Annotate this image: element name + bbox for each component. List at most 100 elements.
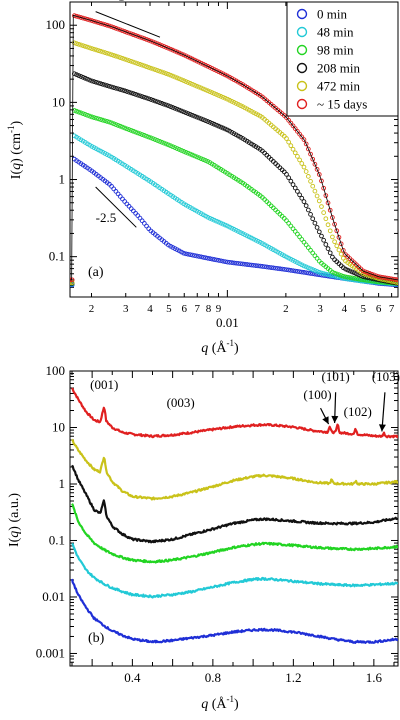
data-point — [316, 172, 322, 177]
data-point — [82, 75, 88, 81]
data-point — [216, 219, 222, 225]
data-point — [150, 97, 156, 103]
data-point — [100, 49, 106, 55]
data-point — [87, 77, 93, 83]
data-point — [303, 270, 309, 276]
data-point — [290, 146, 296, 152]
data-point — [174, 75, 180, 81]
data-point — [347, 275, 353, 280]
data-point — [179, 108, 184, 114]
data-point — [347, 268, 353, 274]
peak-label: (003) — [167, 395, 195, 410]
data-point — [277, 266, 283, 272]
data-point — [190, 112, 195, 118]
data-point — [205, 88, 211, 94]
data-point — [161, 101, 167, 107]
data-point — [126, 127, 132, 132]
data-point — [316, 229, 322, 235]
data-point — [323, 271, 329, 277]
data-point — [196, 115, 202, 121]
data-point — [137, 62, 143, 67]
data-point — [214, 218, 219, 224]
data-point — [286, 139, 292, 145]
peak-arrow-head — [322, 416, 329, 425]
series-line-1 — [71, 438, 398, 501]
data-point — [275, 266, 281, 271]
data-point — [340, 248, 346, 253]
data-point — [201, 157, 206, 162]
data-point — [336, 247, 342, 253]
data-point — [332, 239, 337, 245]
series-line-3 — [71, 503, 398, 564]
data-point — [166, 142, 171, 148]
data-point — [185, 54, 191, 60]
panel-a-y-tick-label: 1 — [59, 172, 66, 187]
data-point — [102, 82, 108, 88]
series-line-0 — [71, 387, 398, 439]
data-point — [211, 121, 217, 127]
series-4 — [70, 40, 398, 286]
data-point — [338, 273, 344, 278]
data-point — [308, 266, 313, 272]
data-point — [303, 203, 309, 208]
data-point — [176, 50, 182, 56]
data-point — [314, 166, 320, 172]
data-point — [314, 225, 320, 230]
data-point — [288, 268, 294, 273]
data-point — [146, 37, 152, 43]
data-point — [183, 79, 189, 84]
data-point — [98, 117, 103, 122]
data-point — [135, 213, 141, 218]
fit-line — [70, 14, 398, 281]
data-point — [166, 45, 171, 51]
panel-a-x-tick-label: 7 — [389, 303, 395, 315]
data-point — [211, 217, 217, 223]
series-1 — [70, 133, 398, 287]
data-point — [211, 257, 217, 262]
data-point — [306, 207, 311, 213]
data-point — [297, 157, 302, 163]
data-point — [198, 156, 204, 162]
legend-marker — [296, 80, 308, 92]
data-point — [327, 207, 333, 213]
data-point — [113, 25, 119, 31]
data-point — [128, 59, 134, 64]
panel-b-y-tick-label: 10 — [52, 419, 65, 434]
data-point — [135, 61, 141, 66]
data-point — [198, 116, 204, 122]
data-point — [109, 52, 114, 58]
data-point — [336, 234, 342, 240]
data-point — [104, 50, 110, 56]
series-line-5 — [70, 578, 398, 644]
panel-b-y-axis-title: I(q) (a.u.) — [7, 493, 22, 547]
data-point — [96, 80, 101, 86]
data-point — [115, 86, 121, 92]
data-point — [163, 71, 169, 76]
data-point — [222, 95, 228, 101]
data-point — [319, 270, 324, 276]
data-point — [327, 272, 333, 278]
data-point — [102, 118, 108, 124]
data-point — [369, 271, 375, 277]
data-point — [120, 56, 125, 61]
data-point — [312, 188, 318, 194]
data-point — [312, 161, 318, 167]
data-point — [146, 226, 152, 232]
data-point — [93, 19, 99, 25]
data-point — [155, 41, 160, 47]
data-point — [273, 265, 278, 271]
panel-a-x-tick-label: 5 — [360, 303, 366, 315]
data-point — [172, 74, 178, 80]
data-point — [268, 265, 274, 270]
data-point — [218, 94, 224, 99]
data-point — [246, 262, 252, 268]
data-point — [288, 178, 294, 184]
data-point — [133, 60, 138, 66]
data-point — [117, 27, 123, 33]
data-point — [321, 237, 326, 243]
data-point — [96, 116, 101, 122]
data-point — [325, 200, 331, 206]
data-point — [207, 215, 213, 221]
data-point — [209, 120, 215, 126]
data-point — [229, 260, 235, 265]
